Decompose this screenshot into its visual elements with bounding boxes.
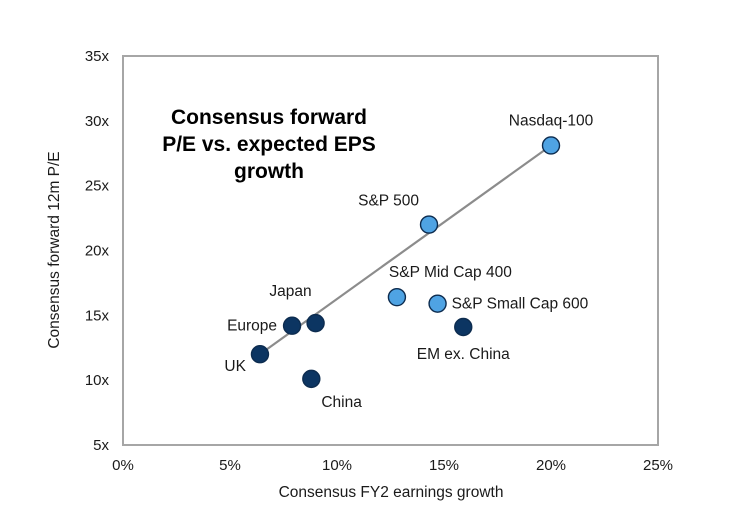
x-tick-label: 15% [429,457,459,474]
data-label: EM ex. China [417,346,510,363]
data-point-europe [282,316,302,335]
data-label: S&P Small Cap 600 [452,296,589,313]
y-tick-label: 15x [85,307,110,324]
x-tick-label: 25% [643,457,673,474]
x-axis-label: Consensus FY2 earnings growth [279,484,504,501]
chart-title-line-2: P/E vs. expected EPS [162,133,376,156]
data-point-japan [306,313,325,333]
data-label: China [321,394,362,411]
y-tick-label: 10x [85,372,110,389]
x-tick-label: 20% [536,457,566,474]
data-point-s-p-mid-cap-400 [387,287,407,307]
y-tick-label: 30x [85,113,110,130]
y-axis-label: Consensus forward 12m P/E [46,151,63,348]
data-point-em-ex-china [454,317,473,337]
data-point-china [302,369,321,389]
data-label: S&P 500 [358,193,419,210]
x-axis-ticks: 0% 5% 10% 15% 20% 25% [112,457,673,474]
data-label: S&P Mid Cap 400 [389,264,512,281]
chart-title-line-3: growth [234,160,304,183]
plot-area-frame [122,55,659,446]
data-label: Europe [227,318,277,335]
chart-title: Consensus forward P/E vs. expected EPS g… [162,106,376,183]
y-tick-label: 35x [85,48,110,65]
y-tick-label: 25x [85,178,110,195]
data-label: Japan [269,283,311,300]
chart-title-line-1: Consensus forward [171,106,367,129]
data-label: UK [224,358,246,375]
data-point-nasdaq-100 [541,136,561,155]
y-tick-label: 5x [93,437,109,454]
y-tick-label: 20x [85,243,110,260]
data-label: Nasdaq-100 [509,112,594,129]
x-tick-label: 0% [112,457,134,474]
data-point-s-p-small-cap-600 [428,294,447,313]
x-tick-label: 5% [219,457,241,474]
x-tick-label: 10% [322,457,352,474]
y-axis-ticks: 5x 10x 15x 20x 25x 30x 35x [85,48,110,454]
data-point-s-p-500 [419,215,439,234]
data-point-uk [250,345,270,364]
